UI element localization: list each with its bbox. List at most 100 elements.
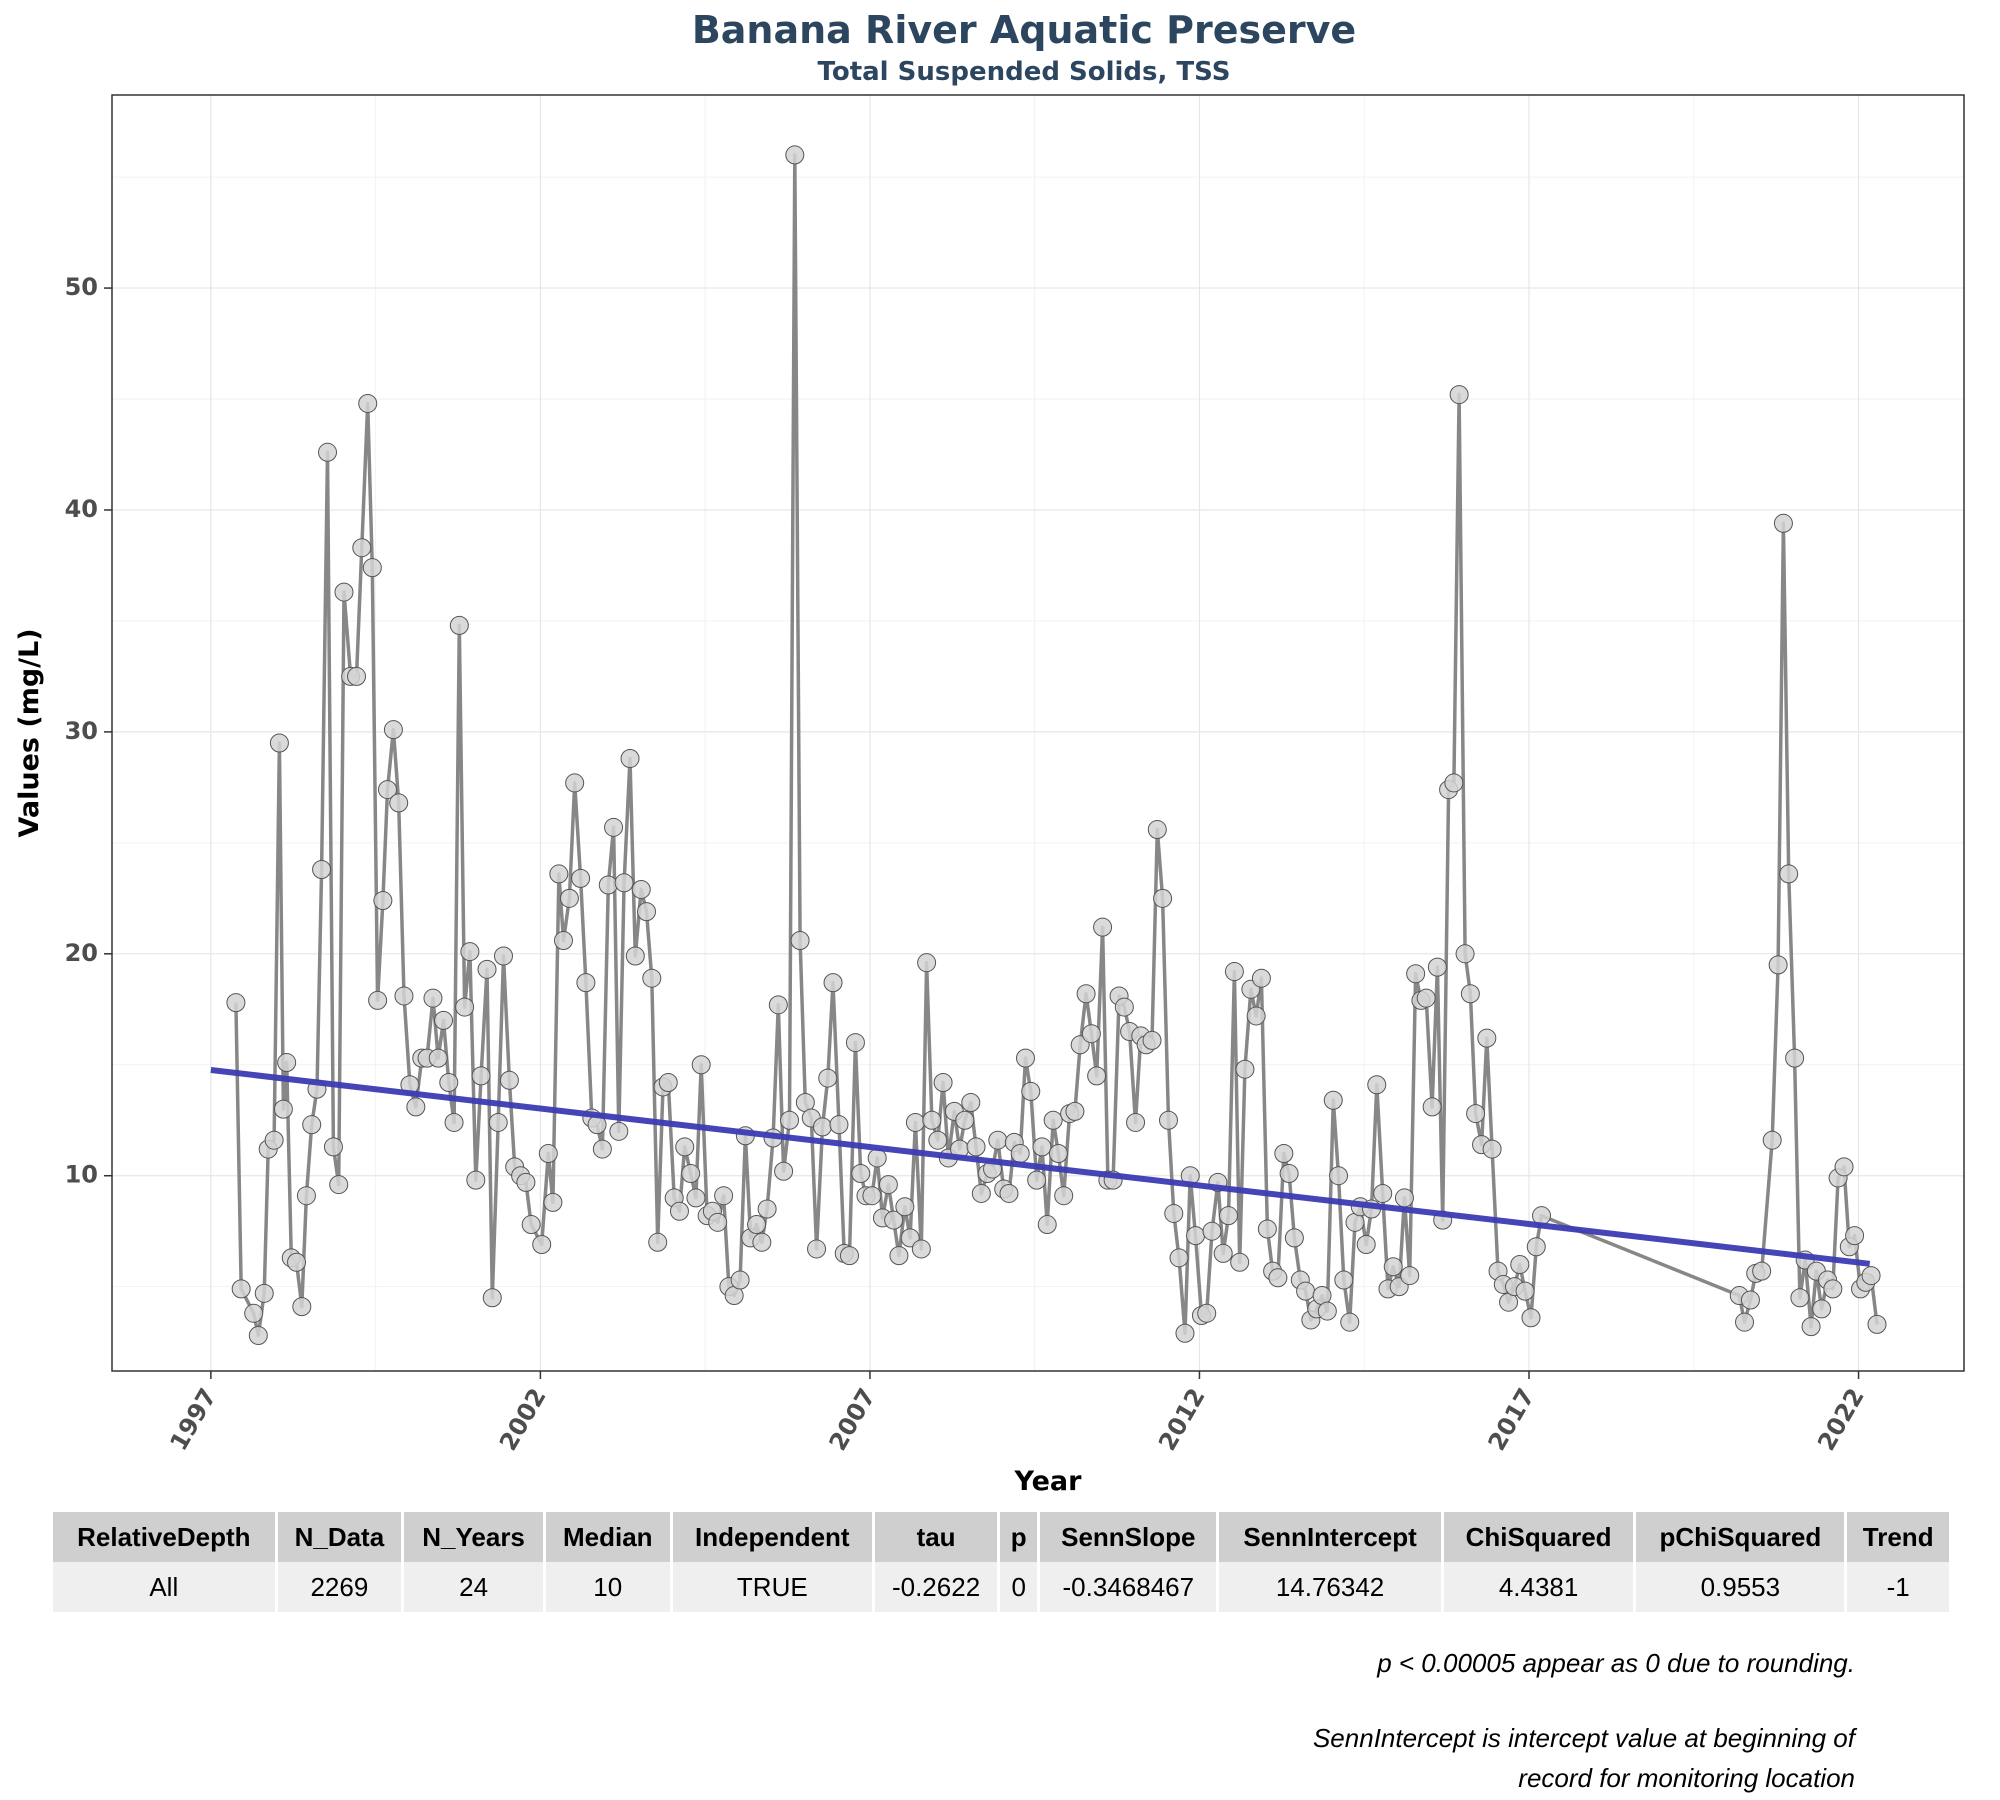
data-point [637, 902, 657, 922]
data-point [1329, 1166, 1349, 1186]
data-point [1037, 1215, 1057, 1235]
data-point [1455, 944, 1475, 964]
data-point [460, 942, 480, 962]
data-point [1021, 1081, 1041, 1101]
data-point [1526, 1237, 1546, 1257]
data-point [334, 582, 354, 602]
data-point [477, 959, 497, 979]
data-point [598, 875, 618, 895]
data-point [1164, 1203, 1184, 1223]
data-point [1779, 864, 1799, 884]
data-point [1752, 1261, 1772, 1281]
table-header-cell: N_Years [404, 1512, 543, 1562]
x-tick-label: 2007 [824, 1384, 882, 1456]
data-point [1076, 984, 1096, 1004]
data-point [1740, 1290, 1760, 1310]
data-point [823, 973, 843, 993]
data-point [264, 1130, 284, 1150]
data-point [1081, 1024, 1101, 1044]
data-point [1274, 1144, 1294, 1164]
data-point [565, 773, 585, 793]
data-point [532, 1235, 552, 1255]
data-point [625, 946, 645, 966]
table-cell: 10 [546, 1562, 670, 1612]
table-header-cell: ChiSquared [1443, 1512, 1634, 1562]
y-axis-title: Values (mg/L) [14, 628, 45, 837]
data-point [642, 968, 662, 988]
data-point [1356, 1235, 1376, 1255]
data-point [254, 1283, 274, 1303]
data-point [708, 1212, 728, 1232]
data-point [1218, 1206, 1238, 1226]
data-point [1323, 1090, 1343, 1110]
table-header-cell: tau [875, 1512, 998, 1562]
data-point [840, 1246, 860, 1266]
data-point [1010, 1144, 1030, 1164]
table-cell: 14.76342 [1219, 1562, 1441, 1612]
x-tick-label: 2012 [1153, 1384, 1211, 1456]
data-point [1186, 1226, 1206, 1246]
x-axis-title: Year [1014, 1466, 1083, 1497]
table-header-cell: pChiSquared [1636, 1512, 1845, 1562]
data-point [889, 1246, 909, 1266]
data-point [493, 946, 513, 966]
table-cell: 0 [1000, 1562, 1038, 1612]
data-point [747, 1215, 767, 1235]
data-point [543, 1192, 563, 1212]
data-point [620, 749, 640, 769]
data-point [538, 1144, 558, 1164]
data-point [428, 1048, 448, 1068]
data-point [318, 442, 338, 462]
data-point [296, 1186, 316, 1206]
data-point [521, 1215, 541, 1235]
data-point [780, 1110, 800, 1130]
table-cell: -1 [1847, 1562, 1949, 1612]
data-point [1762, 1130, 1782, 1150]
data-point [471, 1066, 491, 1086]
data-point [681, 1163, 701, 1183]
data-point [1169, 1248, 1189, 1268]
data-point [423, 988, 443, 1008]
table-cell: -0.2622 [875, 1562, 998, 1612]
data-point [1521, 1308, 1541, 1328]
y-axis-ticks: 10 20 30 40 50 [65, 273, 112, 1189]
data-point [1845, 1226, 1865, 1246]
data-point [812, 1117, 832, 1137]
data-point [1213, 1243, 1233, 1263]
y-tick-label: 40 [65, 495, 98, 523]
data-point [269, 733, 289, 753]
data-point [878, 1175, 898, 1195]
table-cell: 2269 [277, 1562, 402, 1612]
data-point [559, 888, 579, 908]
data-point [377, 780, 397, 800]
data-point [1340, 1312, 1360, 1332]
data-point [312, 859, 332, 879]
data-point [917, 953, 937, 973]
data-point [867, 1148, 887, 1168]
data-point [1246, 1006, 1266, 1026]
data-point [1785, 1048, 1805, 1068]
chart-subtitle: Total Suspended Solids, TSS [818, 57, 1231, 87]
data-point [686, 1188, 706, 1208]
data-point [576, 973, 596, 993]
data-point [1197, 1303, 1217, 1323]
data-point [884, 1210, 904, 1230]
table-header-cell: Median [546, 1512, 670, 1562]
trend-statistics-table: RelativeDepth N_Data N_Years Median Independ… [50, 1512, 1952, 1612]
data-point [714, 1186, 734, 1206]
table-header-cell: N_Data [277, 1512, 402, 1562]
data-point [807, 1239, 827, 1259]
data-point [1251, 968, 1271, 988]
data-point [383, 720, 403, 740]
x-tick-label: 2022 [1812, 1384, 1870, 1456]
data-point [730, 1270, 750, 1290]
data-point [1400, 1266, 1420, 1286]
data-point [553, 930, 573, 950]
chart-title: Banana River Aquatic Preserve [692, 8, 1356, 52]
data-point [1114, 997, 1134, 1017]
data-point [961, 1092, 981, 1112]
data-point [1158, 1110, 1178, 1130]
data-point [1257, 1219, 1277, 1239]
data-point [752, 1232, 772, 1252]
data-point [658, 1073, 678, 1093]
